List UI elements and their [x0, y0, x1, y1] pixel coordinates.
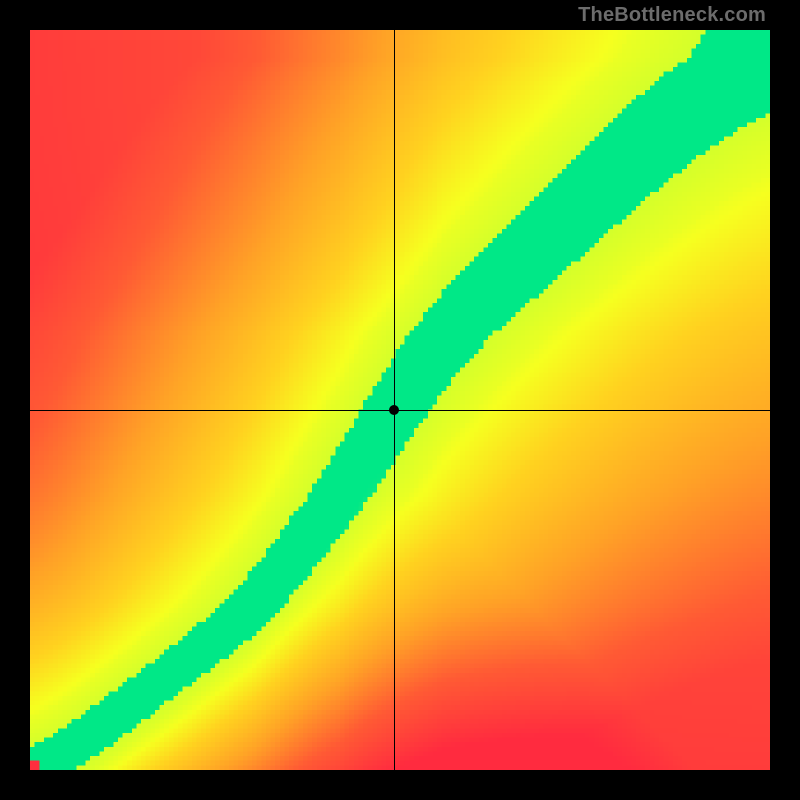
crosshair-vertical-line	[394, 30, 395, 770]
heatmap-plot-area	[30, 30, 770, 770]
chart-frame: TheBottleneck.com	[0, 0, 800, 800]
crosshair-horizontal-line	[30, 410, 770, 411]
watermark-text: TheBottleneck.com	[578, 4, 766, 27]
heatmap-canvas	[30, 30, 770, 770]
